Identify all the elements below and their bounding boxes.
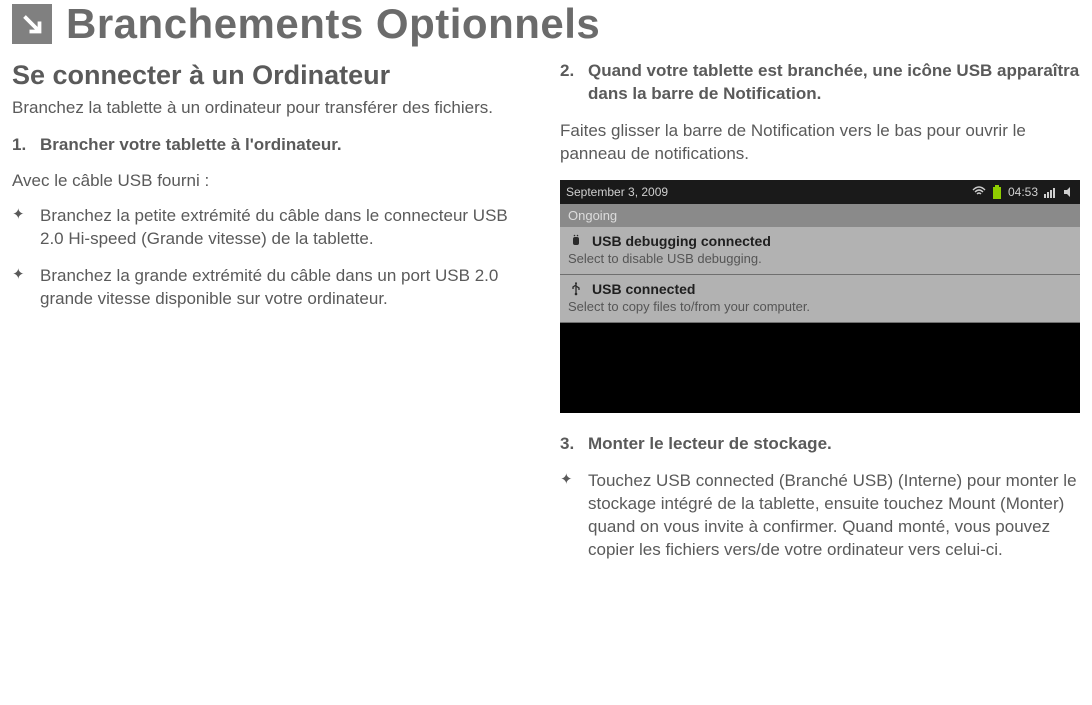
step-number: 1. — [12, 134, 40, 157]
left-column: Se connecter à un Ordinateur Branchez la… — [12, 60, 532, 575]
notification-panel-screenshot: September 3, 2009 04:53 — [560, 180, 1080, 413]
notification-subtitle: Select to disable USB debugging. — [568, 251, 1072, 266]
intro-text: Branchez la tablette à un ordinateur pou… — [12, 97, 532, 120]
ongoing-header: Ongoing — [560, 204, 1080, 227]
step-text: Brancher votre tablette à l'ordinateur. — [40, 134, 532, 157]
bullet-text: Branchez la petite extrémité du câble da… — [40, 205, 532, 251]
page-title: Branchements Optionnels — [66, 0, 600, 48]
notification-item: USB debugging connected Select to disabl… — [560, 227, 1080, 275]
with-cable-text: Avec le câble USB fourni : — [12, 171, 532, 191]
statusbar-right: 04:53 — [972, 185, 1074, 199]
statusbar-date: September 3, 2009 — [566, 185, 668, 199]
bullet-item: ✦ Branchez la petite extrémité du câble … — [12, 205, 532, 251]
notification-title: USB debugging connected — [592, 233, 771, 249]
step-2: 2. Quand votre tablette est branchée, un… — [560, 60, 1080, 106]
star-icon: ✦ — [560, 470, 588, 562]
statusbar-time: 04:53 — [1008, 185, 1038, 199]
bullet-item: ✦ Touchez USB connected (Branché USB) (I… — [560, 470, 1080, 562]
drag-text: Faites glisser la barre de Notification … — [560, 120, 1080, 166]
wifi-icon — [972, 186, 986, 198]
step-number: 2. — [560, 60, 588, 106]
status-bar: September 3, 2009 04:53 — [560, 180, 1080, 204]
page-header: Branchements Optionnels — [12, 0, 1080, 48]
bullet-text: Touchez USB connected (Branché USB) (Int… — [588, 470, 1080, 562]
notification-blank-area — [560, 323, 1080, 413]
section-title: Se connecter à un Ordinateur — [12, 60, 532, 91]
star-icon: ✦ — [12, 265, 40, 311]
two-column-layout: Se connecter à un Ordinateur Branchez la… — [12, 60, 1080, 575]
sound-icon — [1062, 186, 1074, 198]
notification-subtitle: Select to copy files to/from your comput… — [568, 299, 1072, 314]
step-text: Quand votre tablette est branchée, une i… — [588, 60, 1080, 106]
right-column: 2. Quand votre tablette est branchée, un… — [560, 60, 1080, 575]
star-icon: ✦ — [12, 205, 40, 251]
signal-icon — [1044, 186, 1056, 198]
android-debug-icon — [568, 233, 584, 249]
notification-item: USB connected Select to copy files to/fr… — [560, 275, 1080, 323]
step-1: 1. Brancher votre tablette à l'ordinateu… — [12, 134, 532, 157]
usb-icon — [568, 281, 584, 297]
bullet-item: ✦ Branchez la grande extrémité du câble … — [12, 265, 532, 311]
notification-row: USB connected — [568, 281, 1072, 297]
notification-title: USB connected — [592, 281, 695, 297]
arrow-down-right-icon — [12, 4, 52, 44]
step-text: Monter le lecteur de stockage. — [588, 433, 1080, 456]
bullet-text: Branchez la grande extrémité du câble da… — [40, 265, 532, 311]
step-number: 3. — [560, 433, 588, 456]
notification-row: USB debugging connected — [568, 233, 1072, 249]
step-3: 3. Monter le lecteur de stockage. — [560, 433, 1080, 456]
battery-icon — [992, 185, 1002, 199]
